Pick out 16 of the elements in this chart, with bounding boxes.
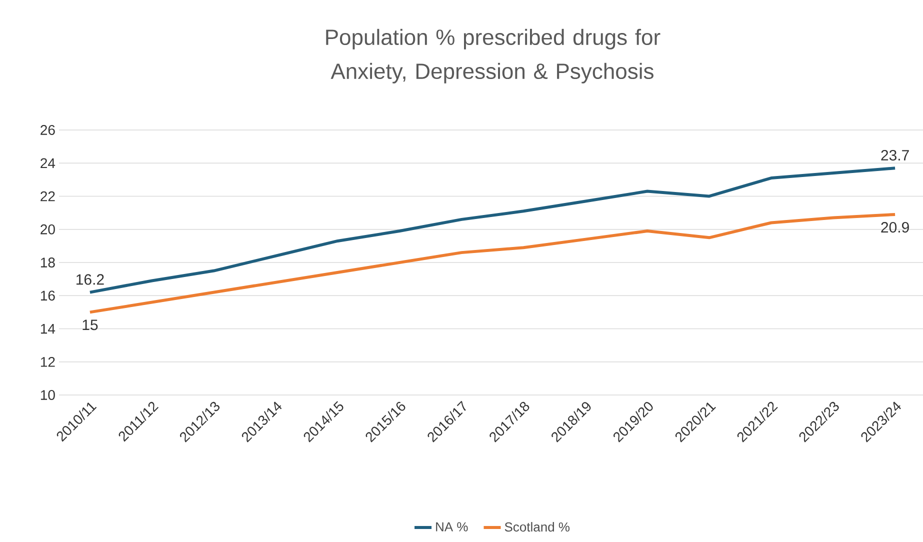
chart-title: Population % prescribed drugs for Anxiety, Depression & Psychosis [326, 28, 660, 84]
y-tick-label: 20 [40, 224, 55, 234]
y-tick-label: 10 [40, 390, 55, 400]
y-tick-label: 24 [40, 158, 56, 168]
legend-label: NA % [436, 522, 468, 532]
y-tick-label: 16 [40, 290, 55, 301]
data-label: 16.2 [76, 274, 104, 285]
data-label: 23.7 [881, 150, 909, 161]
data-label: 20.9 [881, 222, 909, 233]
data-label: 15 [82, 320, 98, 330]
y-tick-label: 22 [40, 191, 55, 202]
y-tick-label: 18 [40, 258, 55, 268]
y-tick-label: 12 [40, 356, 55, 367]
y-tick-label: 26 [40, 125, 55, 135]
y-tick-label: 14 [40, 324, 56, 334]
legend-label: Scotland % [504, 522, 570, 532]
